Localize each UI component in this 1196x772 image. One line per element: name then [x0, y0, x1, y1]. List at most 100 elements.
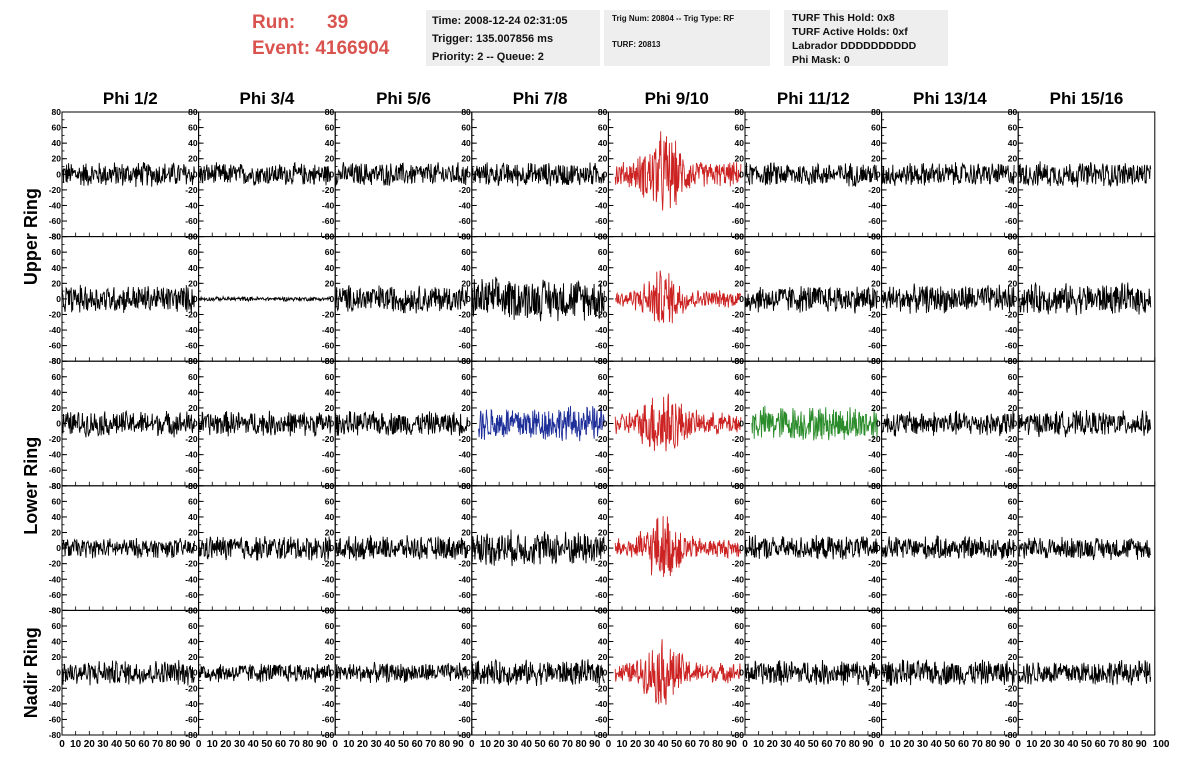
y-tick-label: -20	[49, 683, 62, 693]
y-tick-label: 60	[188, 496, 198, 506]
y-tick-label: -60	[322, 465, 335, 475]
y-tick-label: -20	[732, 434, 745, 444]
y-tick-label: -40	[868, 325, 881, 335]
y-tick-label: 40	[598, 263, 608, 273]
y-tick-label: 80	[1008, 481, 1018, 491]
y-tick-label: -60	[322, 590, 335, 600]
y-tick-label: 80	[188, 481, 198, 491]
y-tick-label: 20	[598, 154, 608, 164]
y-tick-label: 80	[871, 232, 881, 242]
y-tick-label: 0	[739, 668, 744, 678]
y-tick-label: 0	[603, 668, 608, 678]
column-header: Phi 11/12	[777, 89, 850, 108]
y-tick-label: -40	[185, 325, 198, 335]
x-tick-label: 70	[972, 739, 984, 750]
y-tick-label: 60	[325, 372, 335, 382]
y-tick-label: -60	[868, 341, 881, 351]
y-tick-label: -60	[185, 216, 198, 226]
y-tick-label: 0	[603, 543, 608, 553]
y-tick-label: -20	[322, 309, 335, 319]
y-tick-label: -80	[459, 730, 472, 740]
y-tick-label: -60	[322, 714, 335, 724]
y-tick-label: 60	[461, 372, 471, 382]
y-tick-label: -20	[868, 559, 881, 569]
x-tick-label: 60	[548, 739, 560, 750]
y-tick-label: -40	[1005, 699, 1018, 709]
y-tick-label: 60	[1008, 123, 1018, 133]
y-tick-label: -20	[595, 185, 608, 195]
x-tick-label: 20	[84, 739, 96, 750]
y-tick-label: -20	[868, 434, 881, 444]
y-tick-label: -20	[732, 185, 745, 195]
y-tick-label: 0	[329, 169, 334, 179]
x-tick-label: 80	[302, 739, 314, 750]
y-tick-label: 40	[461, 512, 471, 522]
y-tick-label: 20	[871, 528, 881, 538]
x-tick-label: 10	[70, 739, 82, 750]
y-tick-label: 40	[735, 512, 745, 522]
ring-label: Upper Ring	[21, 188, 41, 285]
y-tick-label: -20	[1005, 434, 1018, 444]
waveform-trace	[744, 659, 878, 686]
y-tick-label: 40	[188, 512, 198, 522]
y-tick-label: -20	[322, 185, 335, 195]
y-tick-label: -40	[322, 450, 335, 460]
y-tick-label: -80	[868, 730, 881, 740]
y-tick-label: -20	[49, 185, 62, 195]
y-tick-label: -20	[459, 185, 472, 195]
y-tick-label: 80	[325, 481, 335, 491]
waveform-trace	[614, 270, 742, 324]
y-tick-label: -20	[185, 185, 198, 195]
y-tick-label: 40	[598, 512, 608, 522]
y-tick-label: 0	[193, 419, 198, 429]
y-tick-label: 40	[871, 263, 881, 273]
y-tick-label: 40	[1008, 263, 1018, 273]
y-tick-label: 60	[52, 372, 62, 382]
x-tick-label: 50	[1081, 739, 1093, 750]
y-tick-label: 0	[876, 543, 881, 553]
y-tick-label: -80	[1005, 730, 1018, 740]
y-tick-label: -60	[868, 465, 881, 475]
y-tick-label: 80	[735, 356, 745, 366]
waveform-trace	[744, 162, 878, 187]
y-tick-label: 40	[325, 138, 335, 148]
y-tick-label: 40	[871, 138, 881, 148]
y-tick-label: -40	[732, 450, 745, 460]
waveform-trace	[1017, 536, 1152, 561]
x-tick-label: 30	[917, 739, 929, 750]
y-tick-label: -60	[459, 341, 472, 351]
y-tick-label: 40	[1008, 637, 1018, 647]
y-tick-label: 80	[598, 107, 608, 117]
y-tick-label: -60	[732, 465, 745, 475]
y-tick-label: -20	[459, 559, 472, 569]
x-tick-label: 30	[97, 739, 109, 750]
x-tick-label: 10	[1026, 739, 1038, 750]
waveform-trace	[1017, 281, 1152, 316]
y-tick-label: -20	[868, 683, 881, 693]
y-tick-label: -60	[459, 590, 472, 600]
y-tick-label: 20	[1008, 652, 1018, 662]
event-value: 4166904	[315, 38, 390, 59]
y-tick-label: 40	[871, 387, 881, 397]
y-tick-label: 80	[188, 605, 198, 615]
y-tick-label: 80	[735, 107, 745, 117]
x-tick-label: 70	[698, 739, 710, 750]
waveform-trace	[478, 405, 605, 442]
trigger-text: Trigger: 135.007856 ms	[432, 33, 554, 45]
column-header: Phi 5/6	[376, 89, 431, 108]
x-tick-label: 70	[152, 739, 164, 750]
y-tick-label: 20	[52, 528, 62, 538]
y-tick-label: 80	[1008, 107, 1018, 117]
ring-label: Lower Ring	[21, 437, 41, 535]
y-tick-label: -20	[1005, 559, 1018, 569]
y-tick-label: -60	[49, 216, 62, 226]
y-tick-label: 0	[193, 294, 198, 304]
y-tick-label: 80	[461, 481, 471, 491]
x-tick-label: 0	[879, 739, 885, 750]
y-tick-label: -60	[868, 714, 881, 724]
y-tick-label: -40	[185, 450, 198, 460]
waveform-trace	[1017, 409, 1152, 438]
waveform-trace	[471, 162, 605, 187]
y-tick-label: 80	[52, 232, 62, 242]
